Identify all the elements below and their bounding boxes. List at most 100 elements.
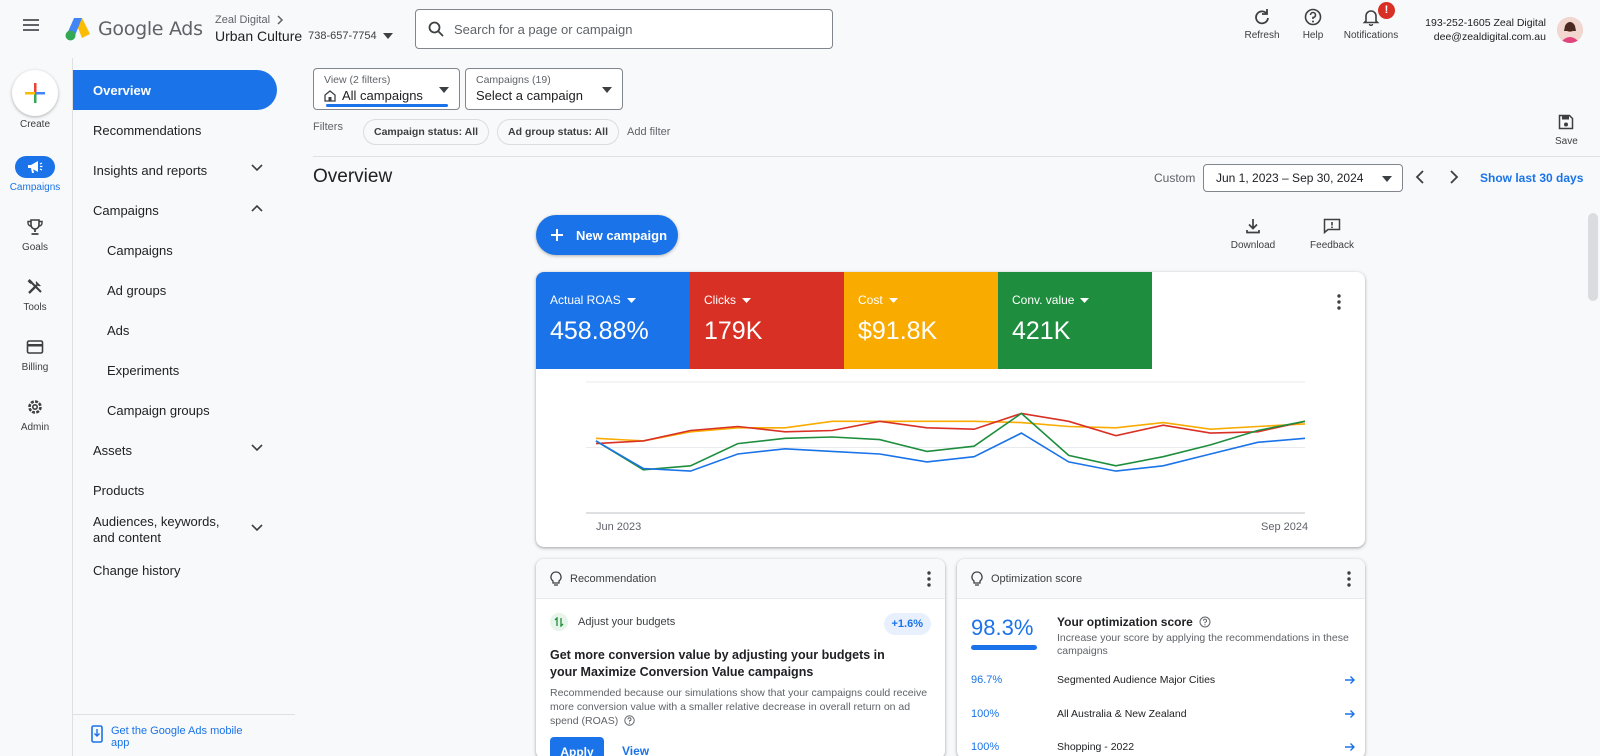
create-label: Create [19,119,50,130]
rail-label-admin: Admin [20,422,50,433]
next-period-button[interactable] [1447,168,1461,186]
nav-item-campaign-groups[interactable]: Campaign groups [73,390,277,430]
filters-label: Filters [313,121,343,133]
google-ads-logo[interactable]: Google Ads [64,15,203,43]
nav-item-campaigns[interactable]: Campaigns [73,230,277,270]
nav-item-audiences[interactable]: Audiences, keywords, and content [73,510,277,550]
create-button[interactable] [12,70,58,116]
nav-item-recommendations[interactable]: Recommendations [73,110,277,150]
megaphone-icon [28,161,43,173]
avatar[interactable] [1557,17,1583,43]
view-dropdown[interactable]: View (2 filters) All campaigns [313,68,460,110]
refresh-button[interactable]: Refresh [1240,8,1284,41]
notification-badge: ! [1378,2,1395,19]
nav-label: Assets [93,442,133,458]
rail-item-billing[interactable]: Billing [0,336,70,373]
chevron-right-icon [1450,170,1459,184]
notifications-button[interactable]: ! Notifications [1340,2,1402,41]
save-icon [1559,114,1574,130]
nav-item-overview[interactable]: Overview [73,70,277,110]
page-scrollbar[interactable] [1588,213,1598,301]
optimization-row-score: 100% [971,708,1000,720]
account-parent[interactable]: Zeal Digital [215,14,271,26]
user-account-info[interactable]: 193-252-1605 Zeal Digital dee@zealdigita… [1425,16,1546,44]
campaigns-dropdown[interactable]: Campaigns (19) Select a campaign [465,68,623,110]
metric-cost[interactable]: Cost $91.8K [844,272,998,369]
recommendation-body: Recommended because our simulations show… [550,686,930,728]
metric-actual-roas[interactable]: Actual ROAS 458.88% [536,272,690,369]
account-id: 738-657-7754 [308,30,377,42]
ad-group-status-chip[interactable]: Ad group status: All [497,119,619,145]
rail-label-billing: Billing [21,362,49,373]
optimization-header: Optimization score [991,572,1083,585]
metric-label: Cost [858,293,883,307]
download-button[interactable]: Download [1228,218,1278,251]
nav-item-insights-and-reports[interactable]: Insights and reports [73,150,277,190]
add-filter-button[interactable]: Add filter [627,126,671,138]
optimization-more-icon[interactable] [1347,571,1351,587]
caret-down-icon[interactable] [382,33,393,39]
building-icon [324,89,336,102]
help-icon[interactable] [624,715,635,726]
filters-row: Filters Campaign status: All Ad group st… [313,119,670,145]
nav-panel: Overview Recommendations Insights and re… [72,58,295,756]
recommendation-card: Recommendation Adjust your budgets +1.6%… [536,559,945,756]
nav-item-experiments[interactable]: Experiments [73,350,277,390]
arrow-right-icon [1345,710,1355,718]
lightbulb-icon [971,571,983,586]
metric-clicks[interactable]: Clicks 179K [690,272,844,369]
help-button[interactable]: Help [1298,8,1328,41]
nav-label: Overview [93,82,151,98]
trophy-icon [27,219,43,235]
rail-item-admin[interactable]: Admin [0,396,70,433]
campaign-status-chip[interactable]: Campaign status: All [363,119,490,145]
menu-icon[interactable] [22,17,48,41]
help-icon[interactable] [1199,616,1211,628]
search-box[interactable] [415,9,833,49]
show-last-30-days-link[interactable]: Show last 30 days [1480,171,1584,185]
nav-item-change-history[interactable]: Change history [73,550,277,590]
feedback-button[interactable]: Feedback [1306,218,1358,251]
mobile-app-link[interactable]: Get the Google Ads mobile app [73,714,295,749]
account-name: Urban Culture [215,28,303,44]
budget-arrows-icon [550,613,568,631]
optimization-row[interactable]: 100% Shopping - 2022 [971,737,1356,756]
user-email: dee@zealdigital.com.au [1433,31,1546,43]
new-campaign-button[interactable]: New campaign [536,215,678,255]
recommendation-more-icon[interactable] [927,571,931,587]
optimization-row[interactable]: 96.7% Segmented Audience Major Cities [971,670,1356,690]
feedback-label: Feedback [1310,240,1354,251]
rail-item-tools[interactable]: Tools [0,276,70,313]
chevron-down-icon [251,524,263,532]
metric-label: Clicks [704,293,736,307]
view-dropdown-value: All campaigns [342,88,423,103]
nav-item-ads[interactable]: Ads [73,310,277,350]
view-link[interactable]: View [622,744,650,756]
rail-item-campaigns[interactable]: Campaigns [0,156,70,193]
previous-period-button[interactable] [1413,168,1427,186]
optimization-row[interactable]: 100% All Australia & New Zealand [971,704,1356,724]
nav-label: Ads [107,322,130,338]
page-title: Overview [313,166,393,187]
account-selector[interactable]: Zeal Digital Urban Culture 738-657-7754 [215,14,393,44]
product-name: Google Ads [98,18,203,40]
nav-item-assets[interactable]: Assets [73,430,277,470]
apply-button[interactable]: Apply [550,737,604,756]
view-dropdown-indicator [326,104,448,107]
download-label: Download [1230,240,1276,251]
nav-item-ad-groups[interactable]: Ad groups [73,270,277,310]
date-range-dropdown[interactable]: Jun 1, 2023 – Sep 30, 2024 [1203,164,1403,192]
search-icon [428,21,444,37]
user-account-line: 193-252-1605 Zeal Digital [1425,17,1546,29]
search-input[interactable] [454,21,814,37]
caret-down-icon [1382,176,1392,182]
rail-item-goals[interactable]: Goals [0,216,70,253]
optimization-row-campaign: All Australia & New Zealand [1057,708,1187,720]
nav-item-products[interactable]: Products [73,470,277,510]
card-more-icon[interactable] [1337,294,1341,310]
nav-item-campaigns-group[interactable]: Campaigns [73,190,277,230]
metric-conv-value[interactable]: Conv. value 421K [998,272,1152,369]
save-button[interactable]: Save [1555,114,1578,147]
mobile-app-label: Get the Google Ads mobile app [111,725,243,749]
date-mode-label: Custom [1154,171,1196,185]
